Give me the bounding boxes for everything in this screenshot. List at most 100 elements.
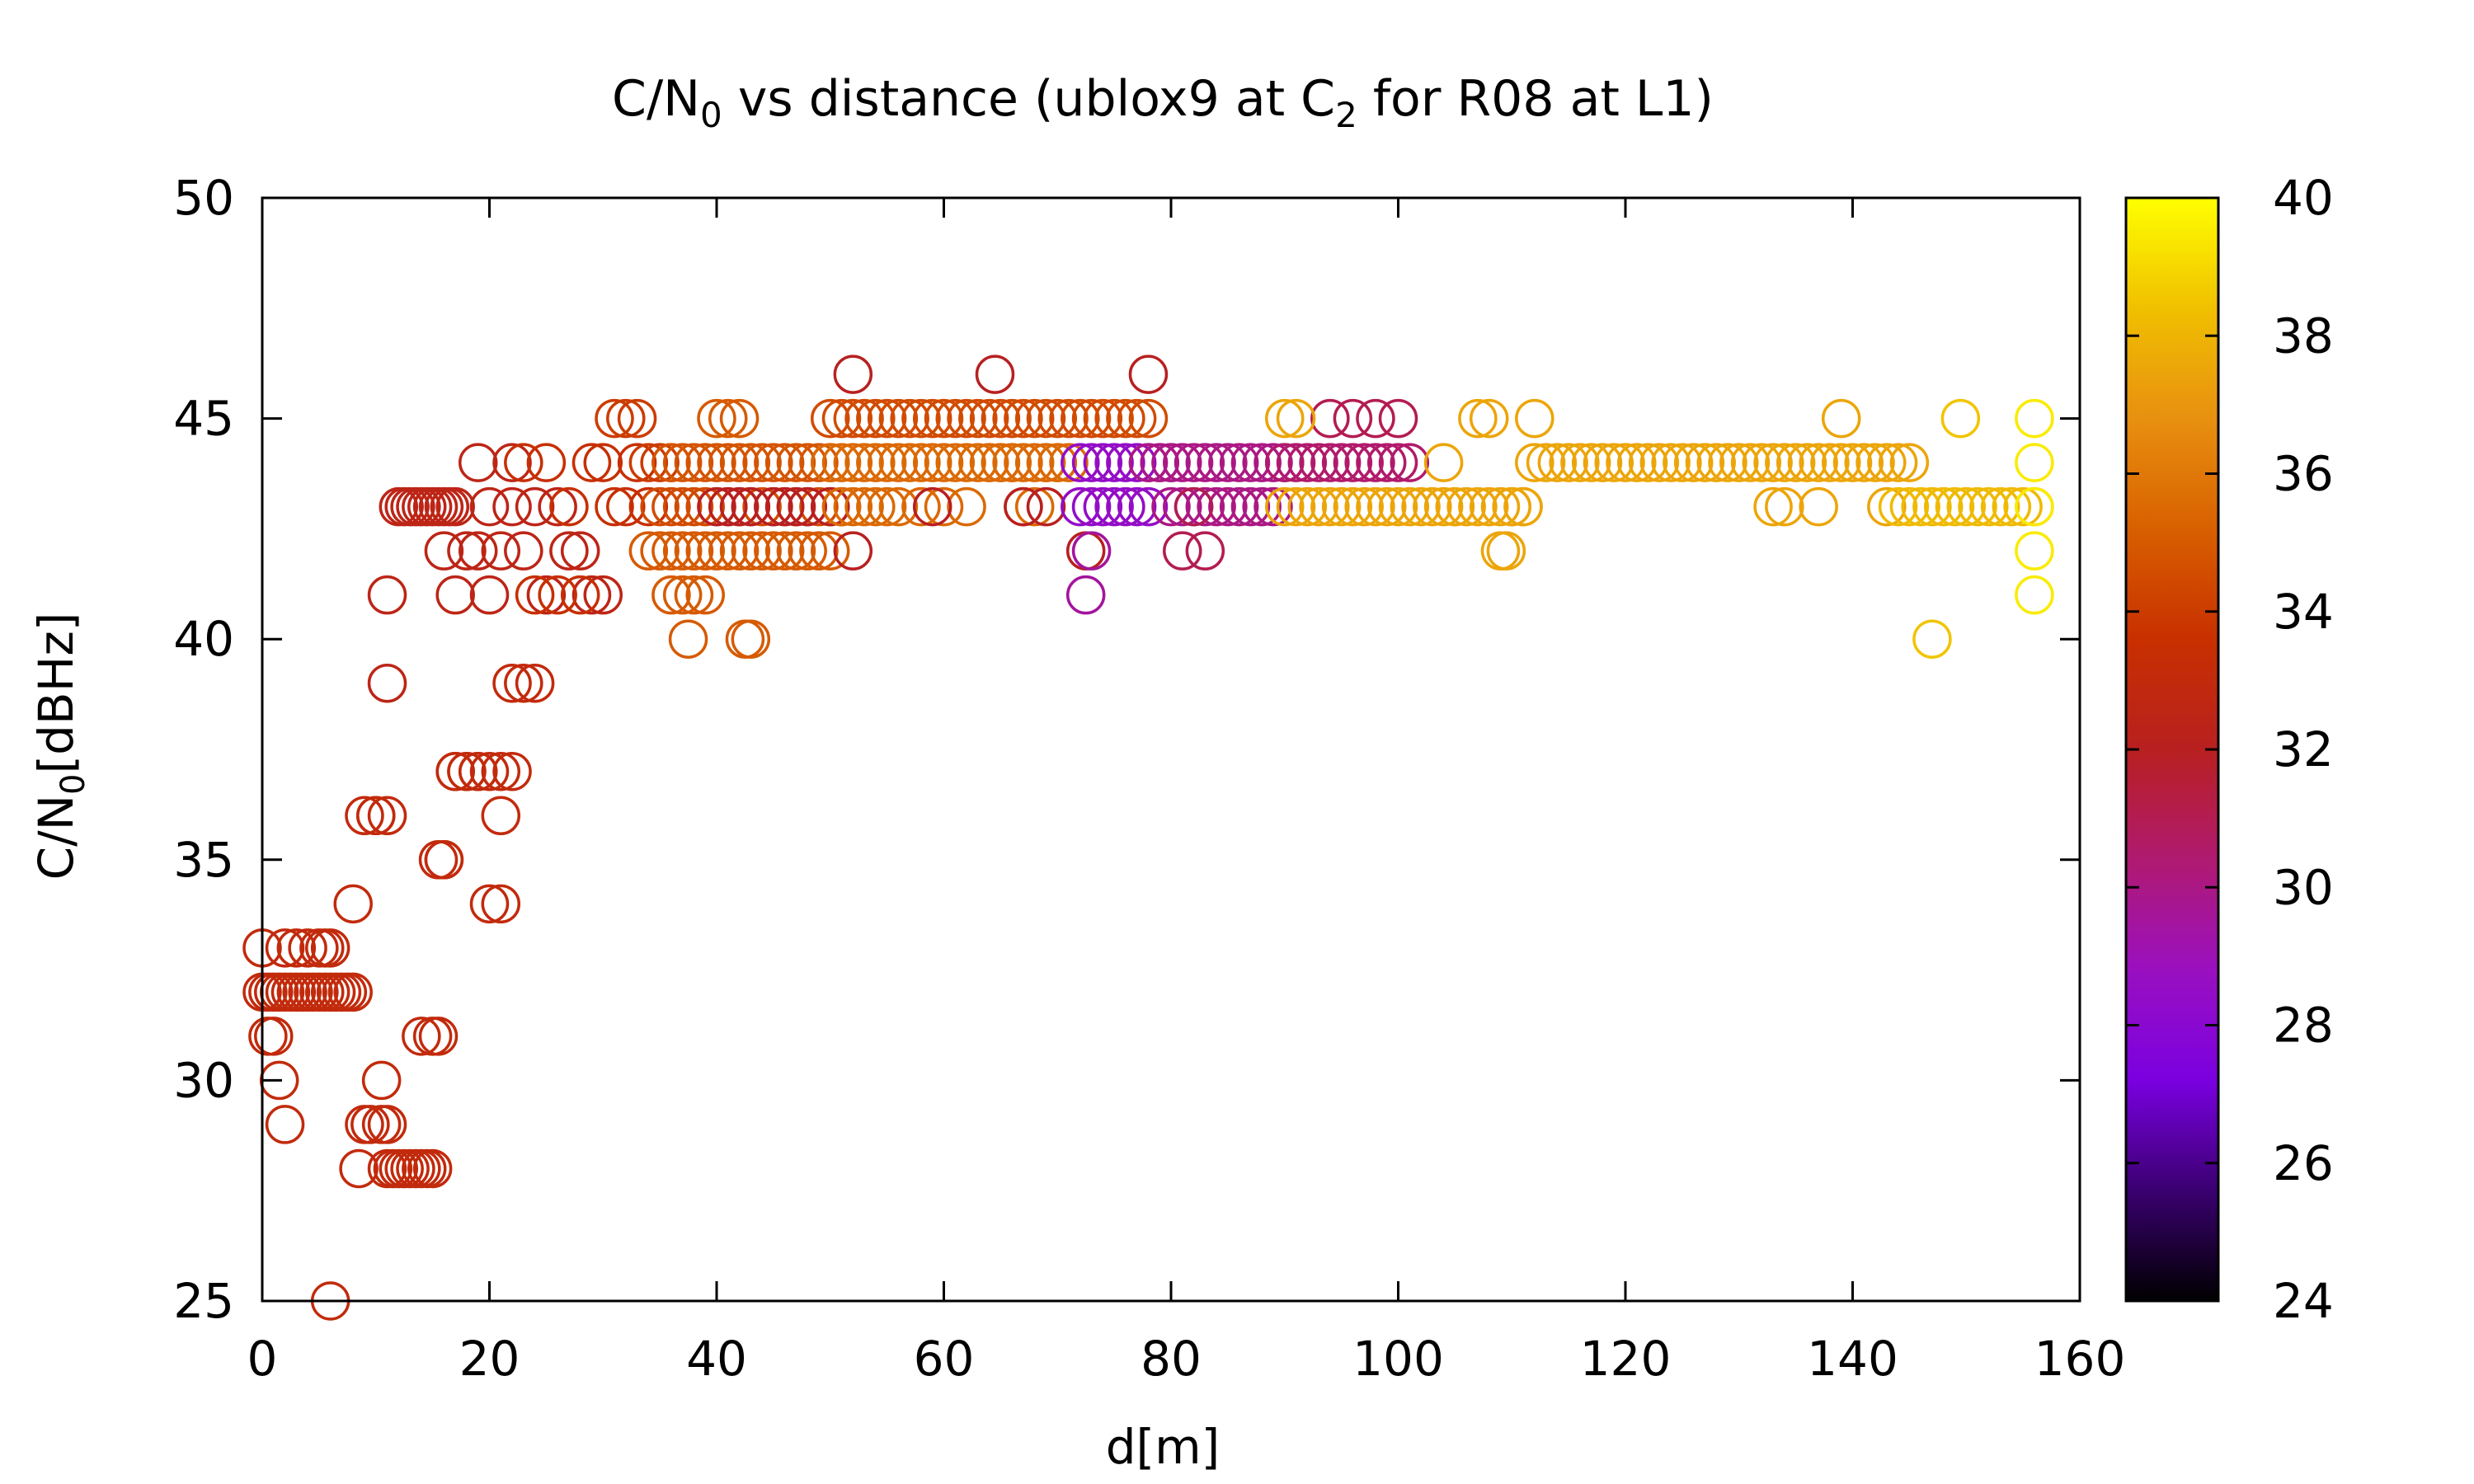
data-point [969,398,1009,439]
data-point [1265,398,1305,439]
data-point [901,398,941,439]
data-point [674,443,714,482]
ylabel-part-a: C/N [28,795,84,880]
data-point [447,752,487,791]
data-point [1065,575,1106,615]
data-point [1708,443,1747,482]
data-point [1469,486,1509,527]
data-point [1912,486,1952,527]
data-point [811,443,850,482]
data-point [856,486,896,527]
data-point [412,1148,453,1189]
data-point [606,486,646,527]
data-point [1106,486,1145,527]
data-point [788,443,827,482]
data-point [821,443,862,482]
data-point [1287,486,1328,527]
data-point [1753,443,1793,482]
data-point [1265,486,1305,527]
data-point [1014,398,1055,439]
data-point [1344,443,1384,482]
data-point [606,398,646,439]
data-point [912,398,952,439]
data-point [685,531,725,571]
data-point [1799,443,1838,482]
data-point [640,486,680,527]
data-point [924,398,964,439]
data-point [1571,443,1611,482]
data-point [844,398,884,439]
data-point [1742,443,1782,482]
data-point [731,486,771,527]
data-point [469,752,510,791]
data-point [1174,443,1214,482]
data-point [844,486,884,527]
data-point [1049,443,1089,482]
x-tick-label: 60 [914,1331,975,1387]
data-point [878,443,919,482]
data-point [617,398,657,439]
data-point [458,443,498,482]
data-point [1878,443,1918,482]
data-point [799,531,839,571]
data-point [515,575,555,615]
data-point [1356,398,1395,439]
data-point [754,443,793,482]
data-point [492,752,532,791]
data-point [402,1017,441,1056]
data-point [844,443,884,482]
data-point [435,486,475,527]
chart-title: C/N0 vs distance (ublox9 at C2 for R08 a… [612,70,1714,135]
data-point [1208,443,1248,482]
data-point [662,443,703,482]
data-point [719,443,760,482]
data-point [811,531,850,571]
data-point [254,1017,294,1056]
data-point [1787,443,1827,482]
colorbar-tick-label: 38 [2273,308,2334,364]
data-point [1106,443,1145,482]
title-part-c: for R08 at L1) [1357,70,1714,128]
data-point [469,486,510,527]
data-point [1458,398,1498,439]
data-point [731,443,771,482]
data-point [1117,443,1157,482]
data-point [890,443,929,482]
data-point [2003,486,2043,527]
data-point [1276,443,1316,482]
data-point [571,443,612,482]
data-point [367,796,407,836]
data-point [754,531,793,571]
data-point [571,575,612,615]
data-point [685,443,725,482]
data-point [1526,443,1566,482]
data-point [1333,486,1373,527]
data-point [1390,486,1430,527]
data-point [742,531,782,571]
data-point [1276,398,1316,439]
data-point [799,486,839,527]
data-point [674,486,714,527]
data-point [1492,486,1531,527]
data-point [662,575,703,615]
data-point [935,443,976,482]
colorbar-tick-label: 28 [2273,998,2334,1054]
data-point [1663,443,1702,482]
data-point [975,355,1015,394]
data-point [1163,486,1202,527]
x-tick-label: 160 [2034,1331,2126,1387]
data-point [731,619,771,659]
data-point [1992,486,2032,527]
data-point [1719,443,1759,482]
data-point [515,486,555,527]
title-sub-a: 0 [700,95,722,135]
data-point [697,531,736,571]
data-point [1628,443,1668,482]
data-point [856,443,896,482]
data-point [617,443,657,482]
data-point [345,796,384,836]
data-point [560,575,600,615]
data-point [1469,398,1509,439]
data-point [1004,443,1043,482]
data-point [833,531,873,571]
